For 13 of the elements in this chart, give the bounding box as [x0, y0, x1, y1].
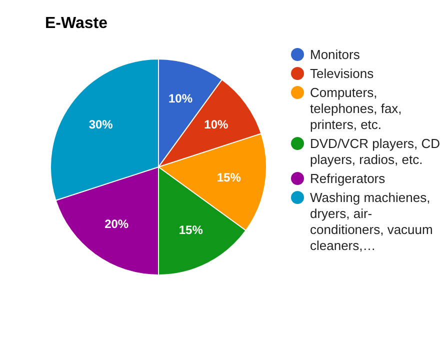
legend-label: Televisions [310, 66, 374, 82]
data-label: 30% [88, 117, 114, 132]
legend-label: DVD/VCR players, CD players, radios, etc. [310, 136, 441, 168]
data-label: 20% [104, 216, 129, 231]
data-label: 10% [204, 117, 228, 132]
legend-label: Monitors [310, 47, 360, 63]
data-label: 10% [168, 92, 193, 106]
chart-title: E-Waste [45, 15, 108, 33]
legend-label: Refrigerators [310, 171, 386, 187]
data-label: 15% [216, 170, 242, 184]
legend-label: Computers, telephones, fax, printers, etc. [310, 85, 403, 133]
data-label: 15% [178, 222, 204, 237]
legend-label: Washing machienes, dryers, air-conditioners, vacuum cleaners,… [310, 190, 434, 254]
